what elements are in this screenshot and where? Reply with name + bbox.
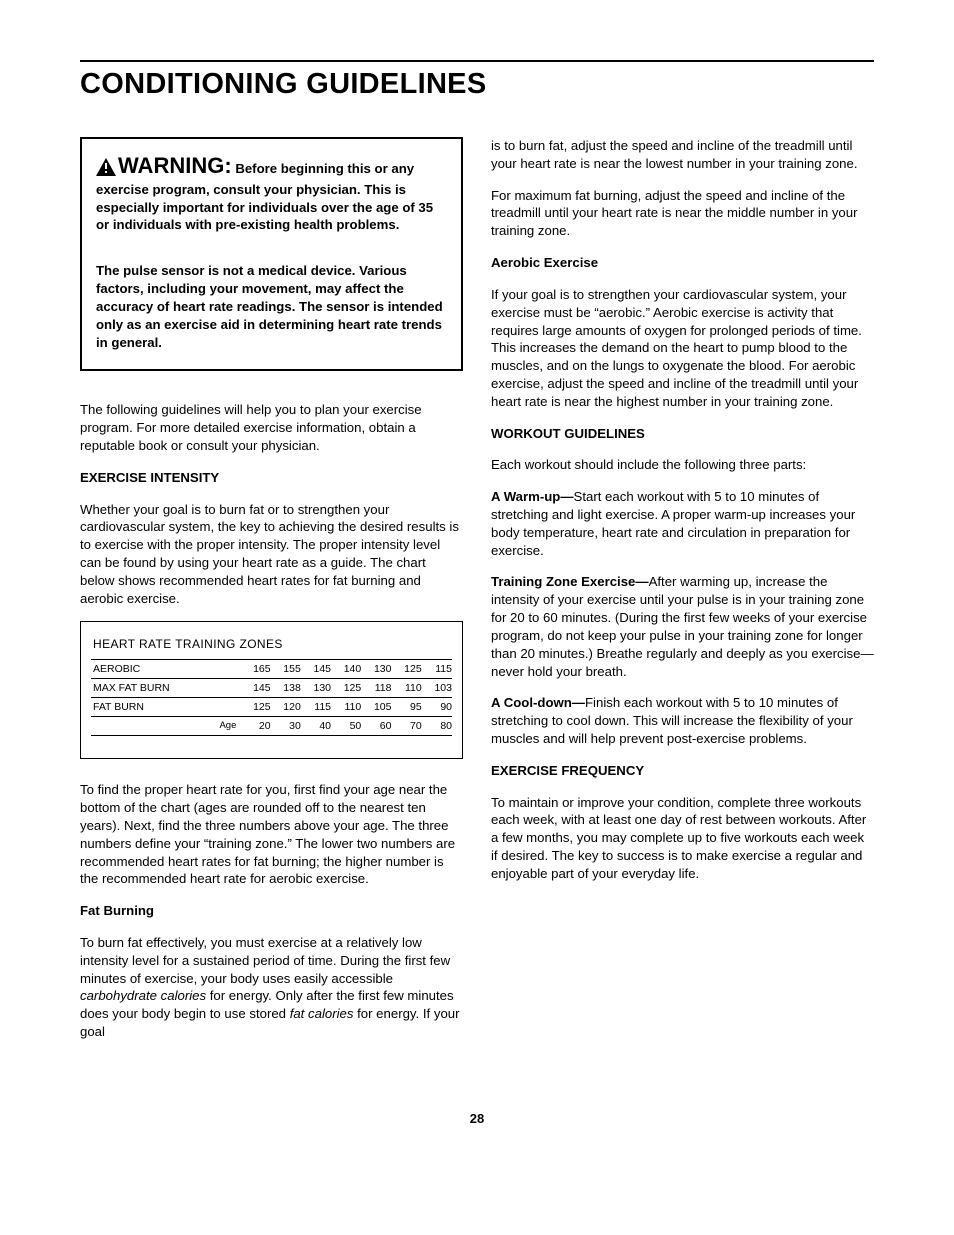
- warning-paragraph-2: The pulse sensor is not a medical device…: [96, 262, 447, 351]
- cell-value: 110: [391, 678, 421, 697]
- warmup-label: A Warm-up—: [491, 489, 574, 504]
- heading-fat-burning: Fat Burning: [80, 902, 463, 920]
- cell-value: 118: [361, 678, 391, 697]
- cell-value: 115: [301, 697, 331, 716]
- heading-exercise-intensity: EXERCISE INTENSITY: [80, 469, 463, 487]
- age-value: 70: [391, 717, 421, 736]
- training-zone-paragraph: Training Zone Exercise—After warming up,…: [491, 573, 874, 680]
- left-column: WARNING: Before beginning this or any ex…: [80, 137, 463, 1041]
- two-column-layout: WARNING: Before beginning this or any ex…: [80, 137, 874, 1041]
- age-value: 80: [422, 717, 452, 736]
- age-label: Age: [91, 717, 240, 736]
- heading-aerobic: Aerobic Exercise: [491, 254, 874, 272]
- training-zone-label: Training Zone Exercise—: [491, 574, 649, 589]
- cell-value: 110: [331, 697, 361, 716]
- cell-value: 155: [271, 659, 301, 678]
- fat-burning-text-a: To burn fat effectively, you must exerci…: [80, 935, 450, 986]
- cell-value: 130: [301, 678, 331, 697]
- heading-workout-guidelines: WORKOUT GUIDELINES: [491, 425, 874, 443]
- find-rate-paragraph: To find the proper heart rate for you, f…: [80, 781, 463, 888]
- chart-title: HEART RATE TRAINING ZONES: [91, 636, 452, 652]
- age-value: 60: [361, 717, 391, 736]
- cell-value: 90: [422, 697, 452, 716]
- heart-rate-table: AEROBIC165155145140130125115MAX FAT BURN…: [91, 659, 452, 737]
- row-label: AEROBIC: [91, 659, 240, 678]
- heart-rate-chart: HEART RATE TRAINING ZONES AEROBIC1651551…: [80, 621, 463, 759]
- age-value: 50: [331, 717, 361, 736]
- cell-value: 95: [391, 697, 421, 716]
- workout-parts-paragraph: Each workout should include the followin…: [491, 456, 874, 474]
- max-fat-paragraph: For maximum fat burning, adjust the spee…: [491, 187, 874, 240]
- cell-value: 120: [271, 697, 301, 716]
- row-label: MAX FAT BURN: [91, 678, 240, 697]
- cell-value: 125: [240, 697, 270, 716]
- cell-value: 145: [240, 678, 270, 697]
- table-row: FAT BURN1251201151101059590: [91, 697, 452, 716]
- cell-value: 115: [422, 659, 452, 678]
- cell-value: 165: [240, 659, 270, 678]
- row-label: FAT BURN: [91, 697, 240, 716]
- heading-exercise-frequency: EXERCISE FREQUENCY: [491, 762, 874, 780]
- cell-value: 125: [391, 659, 421, 678]
- fat-burning-paragraph: To burn fat effectively, you must exerci…: [80, 934, 463, 1041]
- cell-value: 140: [331, 659, 361, 678]
- cell-value: 130: [361, 659, 391, 678]
- training-zone-text: After warming up, increase the intensity…: [491, 574, 874, 678]
- age-value: 30: [271, 717, 301, 736]
- age-value: 20: [240, 717, 270, 736]
- italic-carb-calories: carbohydrate calories: [80, 988, 206, 1003]
- warning-paragraph-1: WARNING: Before beginning this or any ex…: [96, 151, 447, 234]
- cell-value: 103: [422, 678, 452, 697]
- page-title: CONDITIONING GUIDELINES: [80, 60, 874, 101]
- page-number: 28: [80, 1111, 874, 1126]
- cell-value: 138: [271, 678, 301, 697]
- table-row: AEROBIC165155145140130125115: [91, 659, 452, 678]
- intro-paragraph: The following guidelines will help you t…: [80, 401, 463, 454]
- age-value: 40: [301, 717, 331, 736]
- frequency-paragraph: To maintain or improve your condition, c…: [491, 794, 874, 883]
- cell-value: 105: [361, 697, 391, 716]
- intensity-paragraph: Whether your goal is to burn fat or to s…: [80, 501, 463, 608]
- age-row: Age20304050607080: [91, 717, 452, 736]
- warmup-paragraph: A Warm-up—Start each workout with 5 to 1…: [491, 488, 874, 559]
- warning-box: WARNING: Before beginning this or any ex…: [80, 137, 463, 371]
- warning-triangle-icon: [96, 158, 116, 181]
- table-row: MAX FAT BURN145138130125118110103: [91, 678, 452, 697]
- cooldown-paragraph: A Cool-down—Finish each workout with 5 t…: [491, 694, 874, 747]
- aerobic-paragraph: If your goal is to strengthen your cardi…: [491, 286, 874, 411]
- fat-continue-paragraph: is to burn fat, adjust the speed and inc…: [491, 137, 874, 173]
- cooldown-label: A Cool-down—: [491, 695, 585, 710]
- cell-value: 145: [301, 659, 331, 678]
- cell-value: 125: [331, 678, 361, 697]
- right-column: is to burn fat, adjust the speed and inc…: [491, 137, 874, 1041]
- italic-fat-calories: fat calories: [290, 1006, 354, 1021]
- warning-heading: WARNING:: [118, 153, 232, 178]
